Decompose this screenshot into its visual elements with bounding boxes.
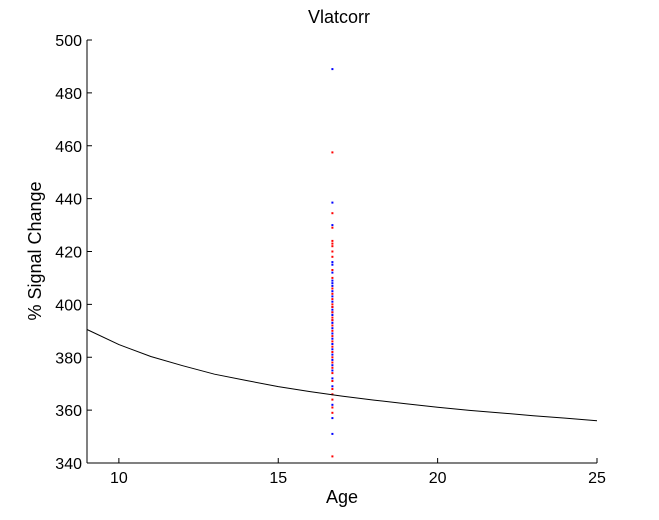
y-tick-label: 420	[55, 245, 82, 262]
red-data-point	[331, 356, 334, 359]
red-data-point	[331, 366, 334, 369]
y-tick-label: 360	[55, 403, 82, 420]
blue-data-point	[331, 300, 334, 303]
red-data-point	[331, 361, 334, 364]
blue-data-point	[331, 348, 334, 351]
blue-data-point	[331, 343, 334, 345]
blue-data-point	[331, 68, 334, 71]
x-tick-label: 15	[269, 470, 287, 487]
y-tick-label: 500	[55, 33, 82, 50]
blue-data-point	[331, 327, 334, 330]
red-data-point	[331, 345, 334, 348]
y-tick-label: 400	[55, 297, 82, 314]
red-data-point	[331, 319, 334, 322]
red-data-point	[331, 269, 334, 271]
chart-title: Vlatcorr	[308, 7, 370, 27]
blue-data-point	[331, 261, 334, 264]
red-data-point	[331, 340, 334, 343]
blue-data-point	[331, 364, 334, 367]
y-tick-label: 340	[55, 456, 82, 473]
red-data-point	[331, 276, 334, 279]
red-data-point	[331, 372, 334, 375]
red-data-point	[331, 316, 334, 319]
blue-data-point	[331, 403, 334, 406]
blue-data-point	[331, 377, 334, 380]
blue-data-point	[331, 282, 334, 285]
blue-data-point	[331, 263, 334, 266]
blue-data-point	[331, 201, 334, 204]
red-data-point	[331, 411, 334, 414]
red-data-point	[331, 329, 334, 332]
blue-data-point	[331, 337, 334, 340]
x-tick-label: 10	[110, 470, 128, 487]
y-tick-label: 440	[55, 192, 82, 209]
blue-data-point	[331, 290, 334, 293]
y-tick-label: 460	[55, 139, 82, 156]
red-data-point	[331, 388, 334, 390]
red-data-point	[331, 306, 334, 308]
red-data-point	[331, 380, 334, 382]
red-data-point	[331, 324, 334, 327]
blue-data-point	[331, 314, 334, 316]
blue-data-point	[331, 432, 334, 435]
blue-data-point	[331, 417, 334, 420]
red-data-point	[331, 351, 334, 353]
blue-data-point	[331, 271, 334, 274]
y-axis-label: % Signal Change	[25, 181, 45, 320]
red-data-point	[331, 239, 334, 242]
red-data-point	[331, 255, 334, 258]
red-data-point	[331, 250, 334, 253]
red-data-point	[331, 292, 334, 295]
blue-data-point	[331, 224, 334, 227]
red-data-point	[331, 298, 334, 301]
red-data-point	[331, 335, 334, 338]
x-axis-label: Age	[326, 487, 358, 507]
red-data-point	[331, 151, 334, 154]
red-data-point	[331, 406, 334, 409]
blue-data-point	[331, 284, 334, 287]
red-data-point	[331, 245, 334, 248]
x-tick-label: 25	[588, 470, 606, 487]
blue-data-point	[331, 295, 334, 298]
plot-area: 10 15 20 25 340 360 380 400 420 440 460 480 500	[55, 33, 606, 487]
y-tick-label: 480	[55, 86, 82, 103]
red-data-point	[331, 303, 334, 306]
red-data-point	[331, 311, 334, 314]
fit-line	[86, 329, 598, 422]
x-tick-label: 20	[429, 470, 447, 487]
red-data-point	[331, 212, 334, 215]
blue-data-point	[331, 308, 334, 311]
red-data-point	[331, 398, 334, 401]
blue-data-point	[331, 369, 334, 372]
red-data-point	[331, 242, 334, 245]
blue-data-point	[331, 321, 334, 324]
blue-data-point	[331, 358, 334, 361]
blue-data-point	[331, 353, 334, 356]
red-data-point	[331, 455, 334, 458]
red-data-point	[331, 287, 334, 290]
blue-data-point	[331, 279, 334, 282]
blue-data-point	[331, 332, 334, 335]
red-data-point	[331, 226, 334, 229]
y-tick-label: 380	[55, 350, 82, 367]
blue-data-point	[331, 385, 334, 388]
